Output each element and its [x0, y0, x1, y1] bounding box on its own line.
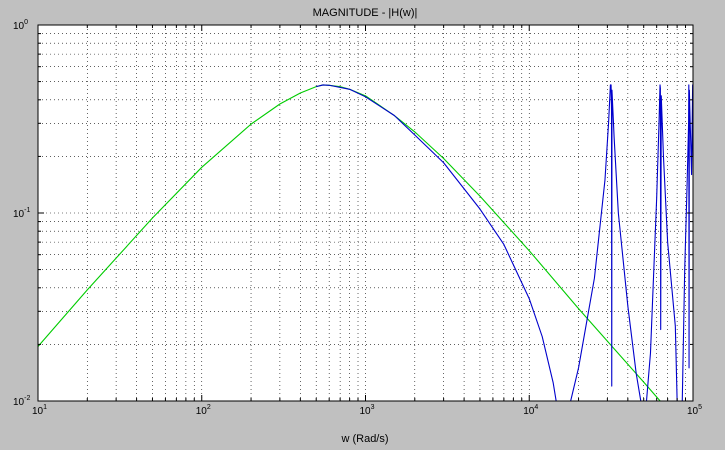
chart-title: MAGNITUDE - |H(w)|	[313, 7, 418, 19]
x-tick-exponent: 4	[534, 404, 538, 411]
series-layer	[37, 84, 694, 402]
tick-marks	[37, 24, 694, 402]
series-line-digital	[316, 84, 694, 402]
y-tick-exponent: -1	[24, 207, 30, 214]
x-tick-exponent: 3	[371, 404, 375, 411]
x-tick-exponent: 2	[207, 404, 211, 411]
x-axis-label: w (Rad/s)	[340, 433, 388, 445]
x-tick-exponent: 1	[43, 404, 47, 411]
x-tick-exponent: 5	[698, 404, 702, 411]
y-tick-exponent: -2	[24, 395, 30, 402]
y-tick-exponent: 0	[24, 19, 28, 26]
grid	[38, 25, 693, 401]
